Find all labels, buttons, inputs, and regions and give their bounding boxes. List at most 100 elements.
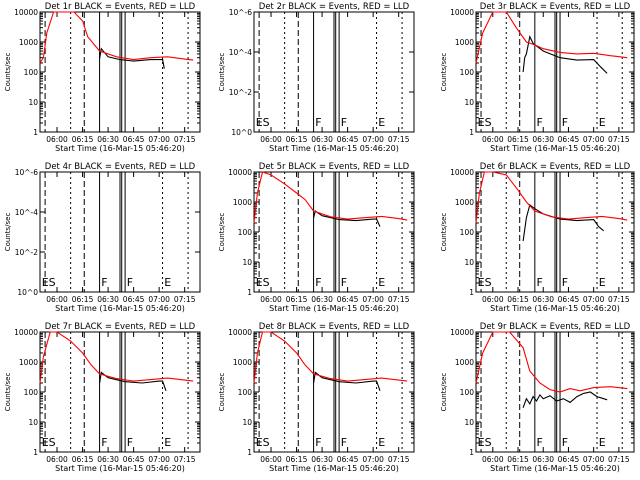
y-tick-label: 10000 (228, 168, 252, 177)
y-tick-label: 1 (469, 128, 474, 137)
x-tick-label: 06:45 (558, 135, 580, 144)
event-marker-label: F (562, 276, 568, 289)
x-tick-label: 06:00 (482, 135, 504, 144)
y-axis-label: Counts/sec (218, 373, 226, 412)
x-tick-label: 06:00 (260, 455, 282, 464)
x-tick-label: 06:00 (260, 295, 282, 304)
y-tick-label: 100 (460, 228, 475, 237)
events-series-line (522, 34, 608, 74)
y-axis-label: Counts/sec (218, 53, 226, 92)
detector-panel-5: Det 5r BLACK = Events, RED = LLD 1 10 100 10… (218, 162, 415, 313)
x-tick-label: 06:30 (97, 295, 119, 304)
y-tick-label: 100 (238, 228, 253, 237)
event-marker-label: F (127, 276, 133, 289)
lld-series-line (475, 171, 628, 224)
y-tick-label: 1000 (19, 358, 38, 367)
y-tick-label: 1 (247, 448, 252, 457)
event-marker-label: ES (42, 276, 56, 289)
y-tick-label: 10000 (14, 8, 38, 17)
y-tick-label: 10 (464, 258, 474, 267)
event-marker-label: ES (256, 116, 270, 129)
y-tick-label: 10^-6 (229, 8, 253, 17)
event-marker-label: F (315, 116, 321, 129)
x-tick-label: 06:00 (46, 455, 68, 464)
panel-title: Det 1r BLACK = Events, RED = LLD (45, 2, 196, 12)
x-tick-label: 06:45 (123, 455, 145, 464)
x-tick-label: 06:15 (507, 295, 529, 304)
panel-title: Det 8r BLACK = Events, RED = LLD (259, 322, 410, 332)
event-marker-label: F (341, 276, 347, 289)
events-series-line (99, 371, 167, 391)
detector-panel-2: Det 2r BLACK = Events, RED = LLD 10^0 10^-… (218, 2, 415, 153)
x-axis-label: Start Time (16-Mar-15 05:46:20) (490, 304, 620, 313)
x-tick-label: 06:30 (97, 135, 119, 144)
y-tick-label: 10^0 (17, 288, 38, 297)
y-tick-label: 1 (469, 288, 474, 297)
event-marker-label: E (378, 276, 385, 289)
event-marker-label: F (315, 436, 321, 449)
y-tick-label: 1000 (455, 198, 474, 207)
event-marker-label: E (599, 276, 606, 289)
y-tick-label: 1000 (455, 38, 474, 47)
detector-panel-4: Det 4r BLACK = Events, RED = LLD 10^0 10^-… (4, 162, 201, 313)
y-tick-label: 10000 (450, 328, 474, 337)
event-marker-label: F (537, 116, 543, 129)
x-tick-label: 07:15 (174, 135, 196, 144)
y-tick-label: 10 (242, 418, 252, 427)
y-tick-label: 100 (24, 68, 39, 77)
x-tick-label: 06:00 (482, 455, 504, 464)
event-marker-label: ES (256, 276, 270, 289)
y-tick-label: 10000 (450, 8, 474, 17)
x-tick-label: 07:15 (608, 455, 630, 464)
event-marker-label: E (599, 116, 606, 129)
event-marker-label: ES (478, 116, 492, 129)
x-tick-label: 06:45 (558, 295, 580, 304)
panel-title: Det 7r BLACK = Events, RED = LLD (45, 322, 196, 332)
lld-series-line (39, 11, 194, 64)
x-tick-label: 07:15 (388, 455, 410, 464)
lld-series-line (475, 11, 628, 64)
x-tick-label: 06:15 (72, 135, 94, 144)
x-tick-label: 07:00 (148, 135, 170, 144)
event-marker-label: F (562, 116, 568, 129)
y-tick-label: 10 (28, 418, 38, 427)
x-tick-label: 07:15 (174, 455, 196, 464)
event-marker-label: F (562, 436, 568, 449)
y-tick-label: 100 (460, 68, 475, 77)
event-marker-label: F (341, 436, 347, 449)
x-tick-label: 07:00 (362, 135, 384, 144)
lld-series-line (253, 171, 408, 224)
y-tick-label: 10 (464, 98, 474, 107)
y-tick-label: 10000 (228, 328, 252, 337)
panel-title: Det 9r BLACK = Events, RED = LLD (480, 322, 631, 332)
x-tick-label: 07:15 (388, 135, 410, 144)
x-tick-label: 07:00 (362, 295, 384, 304)
x-tick-label: 07:00 (148, 455, 170, 464)
x-tick-label: 06:30 (532, 455, 554, 464)
x-tick-label: 06:15 (286, 135, 308, 144)
x-tick-label: 06:15 (507, 135, 529, 144)
x-tick-label: 06:30 (311, 295, 333, 304)
y-axis-label: Counts/sec (440, 53, 448, 92)
x-tick-label: 06:30 (311, 135, 333, 144)
x-tick-label: 06:30 (311, 455, 333, 464)
y-tick-label: 10^-2 (15, 248, 39, 257)
y-tick-label: 10^-4 (229, 48, 253, 57)
event-marker-label: E (164, 436, 171, 449)
x-tick-label: 06:30 (97, 455, 119, 464)
y-tick-label: 10 (242, 258, 252, 267)
y-axis-label: Counts/sec (440, 373, 448, 412)
y-tick-label: 10000 (14, 328, 38, 337)
x-axis-label: Start Time (16-Mar-15 05:46:20) (55, 304, 185, 313)
detector-panel-6: Det 6r BLACK = Events, RED = LLD 1 10 100 10… (440, 162, 635, 313)
event-marker-label: F (537, 436, 543, 449)
event-marker-label: F (537, 276, 543, 289)
x-tick-label: 06:45 (123, 295, 145, 304)
panel-title: Det 6r BLACK = Events, RED = LLD (480, 162, 631, 172)
x-tick-label: 07:15 (608, 295, 630, 304)
event-marker-label: ES (256, 436, 270, 449)
x-axis-label: Start Time (16-Mar-15 05:46:20) (269, 304, 399, 313)
event-marker-label: E (599, 436, 606, 449)
x-tick-label: 06:45 (123, 135, 145, 144)
y-tick-label: 1 (33, 128, 38, 137)
